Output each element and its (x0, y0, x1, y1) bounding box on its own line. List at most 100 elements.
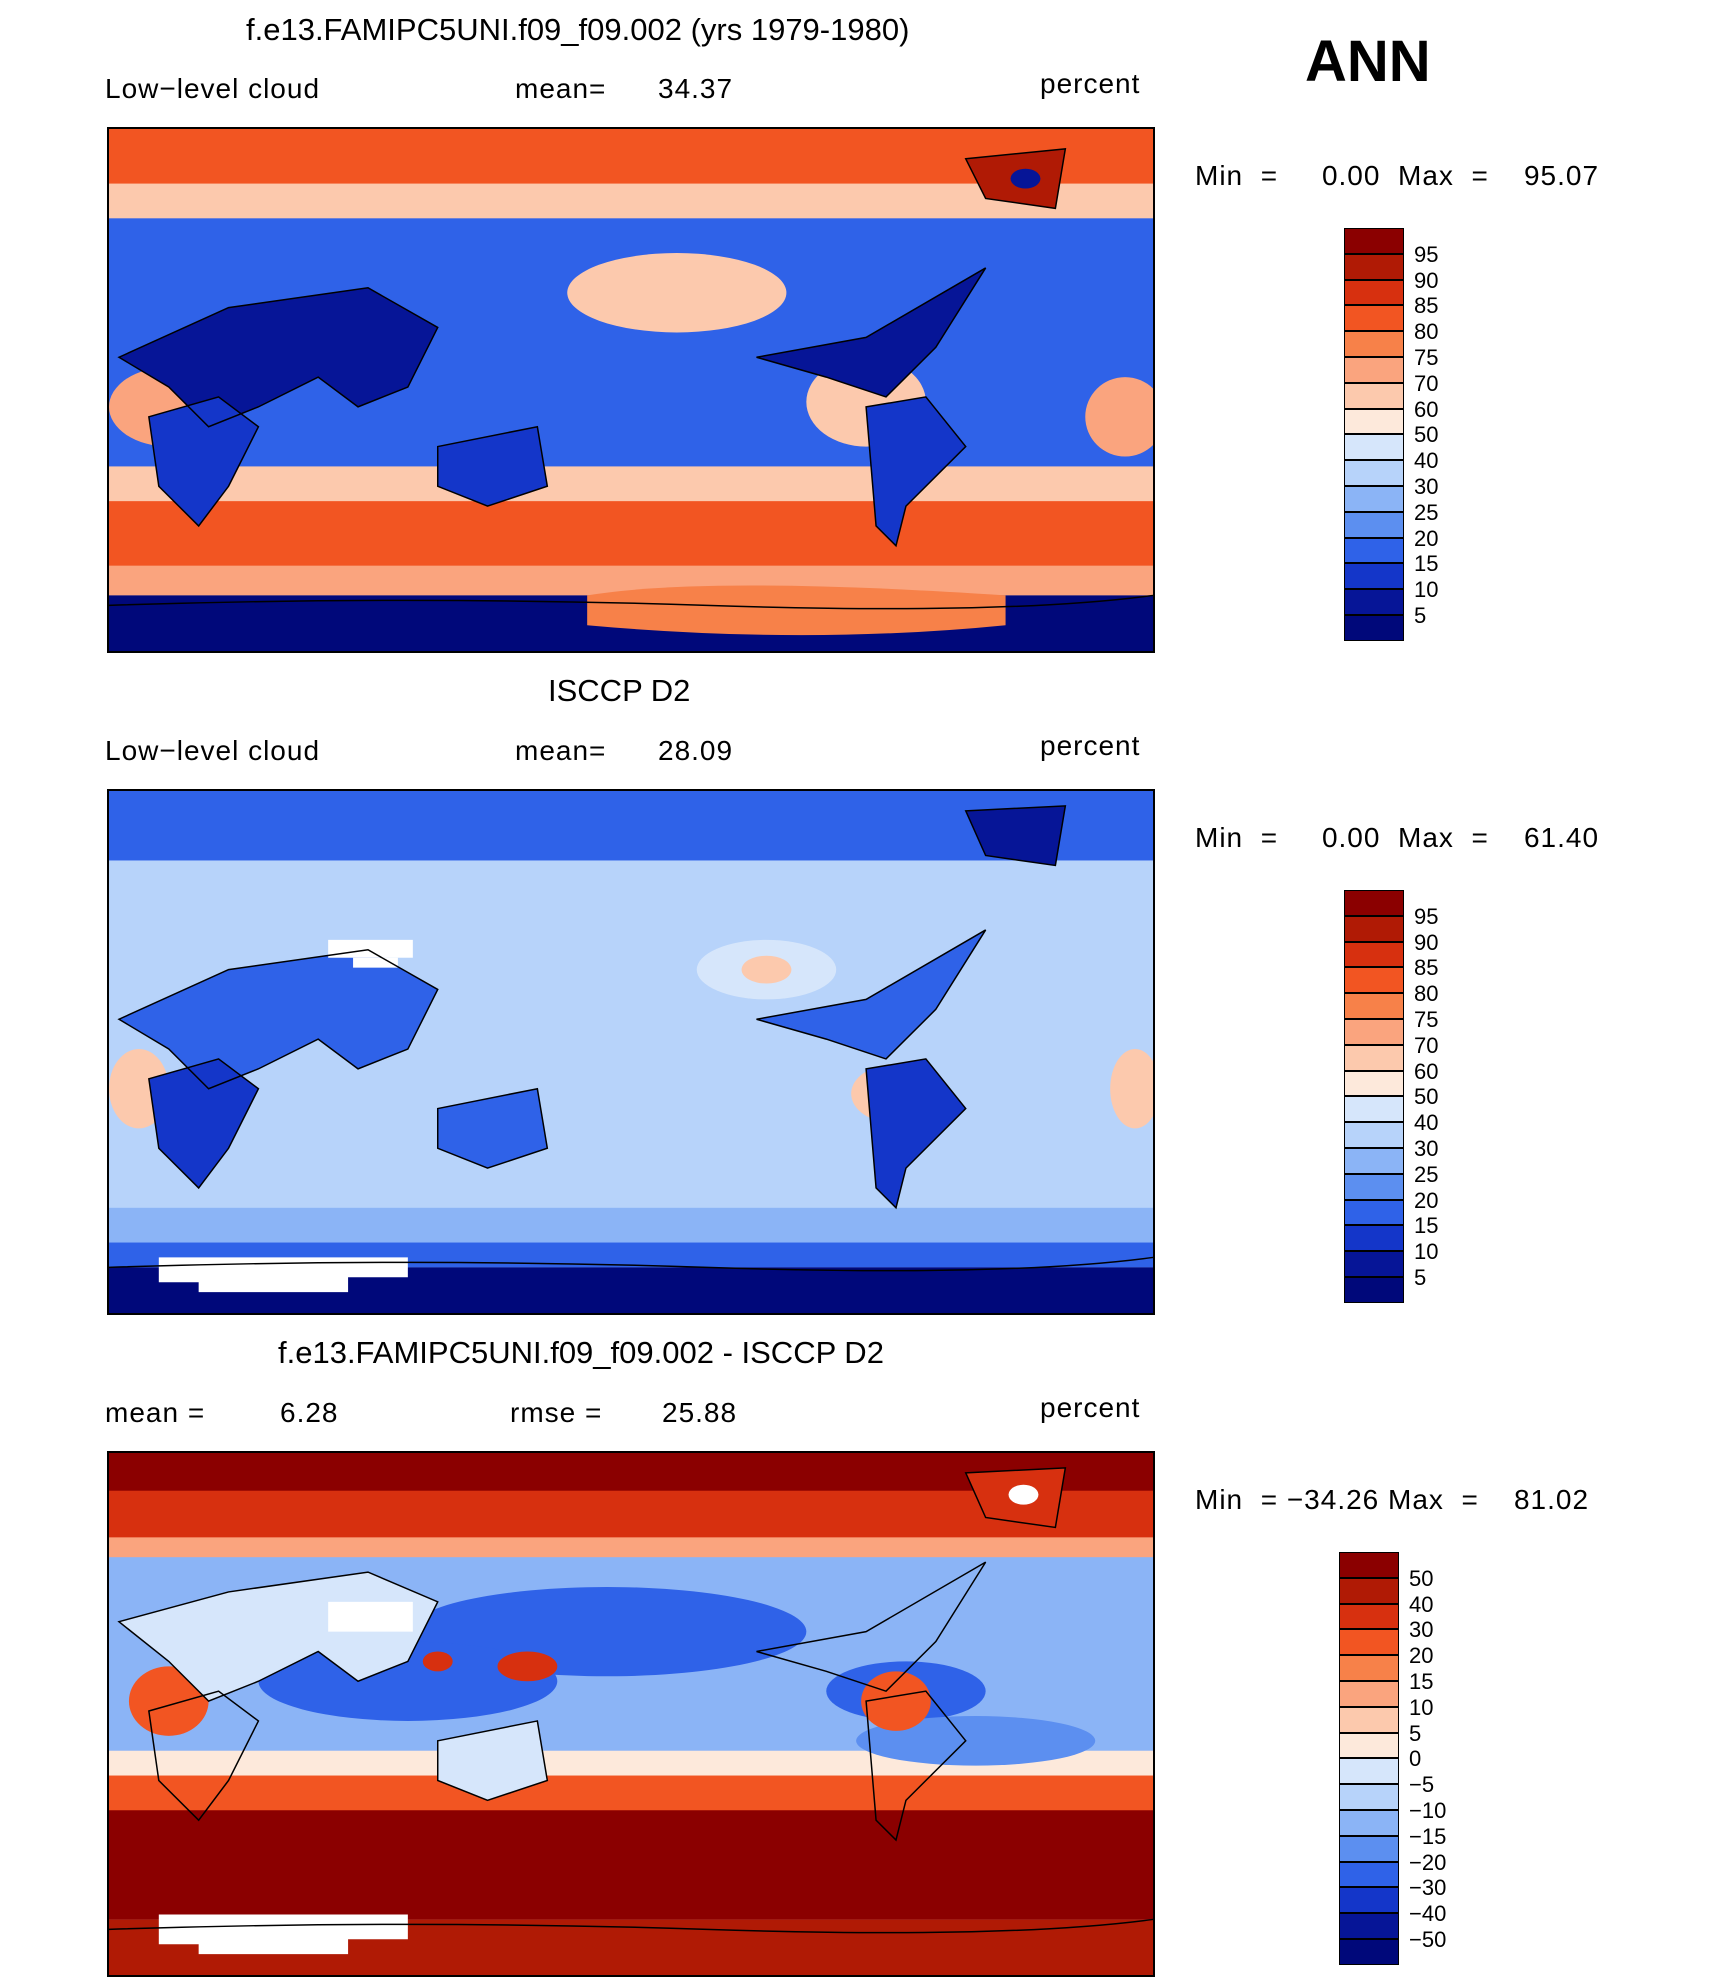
colorbar-swatch (1344, 967, 1404, 994)
rmse-label: rmse = (510, 1397, 603, 1428)
colorbar-swatch (1344, 1173, 1404, 1200)
colorbar: 95 90 85 80 75 70 60 50 40 30 25 20 15 10 5 (1344, 228, 1464, 641)
colorbar-swatch (1344, 279, 1404, 306)
season-label: ANN (1305, 29, 1431, 94)
colorbar-swatch (1339, 1732, 1399, 1759)
rmse-value: 25.88 (662, 1397, 738, 1428)
min-label: Min = −34.26 Max = 81.02 (1195, 1484, 1590, 1515)
mean-value: 28.09 (658, 735, 734, 766)
colorbar-tick-label: 50 (1414, 422, 1439, 448)
units-label: percent (1040, 730, 1141, 761)
colorbar-tick-label: 95 (1414, 241, 1439, 267)
colorbar-swatch (1344, 1122, 1404, 1148)
colorbar: 95 90 85 80 75 70 60 50 40 30 25 20 15 10 5 (1344, 890, 1464, 1303)
colorbar-swatch (1344, 460, 1404, 486)
min-label: Min = 0.00 Max = 61.40 (1195, 822, 1600, 853)
panel-title: f.e13.FAMIPC5UNI.f09_f09.002 - ISCCP D2 (278, 1335, 884, 1370)
panel-title: f.e13.FAMIPC5UNI.f09_f09.002 (yrs 1979-1… (246, 12, 910, 47)
colorbar-swatch (1344, 941, 1404, 968)
colorbar-tick-label: 15 (1414, 551, 1439, 577)
min-label: Min = 0.00 Max = 95.07 (1195, 160, 1600, 191)
colorbar-tick-label: 40 (1414, 1110, 1439, 1136)
colorbar-swatch (1344, 434, 1404, 461)
units-label: percent (1040, 68, 1141, 99)
variable-label: Low−level cloud (105, 73, 321, 104)
units-label: percent (1040, 1392, 1141, 1423)
colorbar-swatch (1344, 563, 1404, 590)
colorbar-tick-label: 25 (1414, 499, 1439, 525)
colorbar-tick-label: −15 (1409, 1823, 1447, 1849)
colorbar-swatch (1339, 1629, 1399, 1656)
colorbar-tick-label: 30 (1414, 474, 1439, 499)
colorbar-tick-label: 0 (1409, 1746, 1422, 1772)
colorbar: 50 40 30 20 15 10 5 0 −5 −10 −15 −20 −30 −40 −50 (1339, 1552, 1459, 1965)
colorbar-swatch (1339, 1681, 1399, 1707)
colorbar-tick-label: −5 (1409, 1772, 1435, 1798)
colorbar-tick-label: 30 (1414, 1136, 1439, 1161)
mean-label: mean= (515, 735, 607, 766)
colorbar-swatch (1339, 1939, 1399, 1965)
colorbar-swatch (1344, 1148, 1404, 1174)
colorbar-tick-label: 95 (1414, 903, 1439, 929)
max-value: 81.02 (1513, 1484, 1590, 1515)
colorbar-swatch (1344, 1277, 1404, 1303)
colorbar-swatch (1344, 589, 1404, 615)
colorbar-swatch (1344, 357, 1404, 383)
colorbar-swatch (1339, 1784, 1399, 1810)
colorbar-swatch (1344, 305, 1404, 332)
colorbar-swatch (1339, 1887, 1399, 1914)
mean-value: 6.28 (280, 1397, 339, 1428)
colorbar-tick-label: 85 (1414, 955, 1439, 981)
colorbar-swatch (1344, 331, 1404, 357)
colorbar-swatch (1344, 1199, 1404, 1226)
colorbar-tick-label: 75 (1414, 345, 1439, 370)
panel-title: ISCCP D2 (548, 673, 691, 708)
mean-label: mean = (105, 1397, 206, 1428)
colorbar-tick-label: 75 (1414, 1007, 1439, 1032)
colorbar-swatch (1339, 1655, 1399, 1681)
colorbar-swatch (1339, 1577, 1399, 1604)
colorbar-tick-label: −20 (1409, 1849, 1447, 1875)
colorbar-tick-label: 25 (1414, 1161, 1439, 1187)
colorbar-tick-label: 30 (1409, 1617, 1434, 1643)
colorbar-tick-label: 60 (1414, 1058, 1439, 1084)
colorbar-swatch (1344, 1044, 1404, 1071)
colorbar-tick-label: 20 (1414, 525, 1439, 551)
colorbar-tick-label: 70 (1414, 1032, 1439, 1058)
colorbar-tick-label: 10 (1414, 1239, 1439, 1265)
world-map (109, 791, 1153, 1313)
colorbar-tick-label: −30 (1409, 1875, 1447, 1901)
colorbar-swatch (1344, 1225, 1404, 1252)
colorbar-tick-label: 20 (1409, 1643, 1434, 1669)
colorbar-swatch (1339, 1603, 1399, 1630)
min-value: −34.26 (1286, 1484, 1380, 1515)
colorbar-swatch (1339, 1810, 1399, 1836)
colorbar-tick-label: −10 (1409, 1798, 1447, 1823)
colorbar-swatch (1344, 1019, 1404, 1045)
colorbar-tick-label: 80 (1414, 981, 1439, 1007)
colorbar-tick-label: 70 (1414, 370, 1439, 396)
colorbar-tick-label: 5 (1414, 1265, 1427, 1290)
colorbar-tick-label: 90 (1414, 267, 1439, 293)
colorbar-swatch (1339, 1706, 1399, 1733)
mean-value: 34.37 (658, 73, 734, 104)
world-map (109, 129, 1153, 651)
min-value: 0.00 (1321, 822, 1381, 853)
colorbar-tick-label: 60 (1414, 396, 1439, 422)
colorbar-tick-label: 80 (1414, 319, 1439, 345)
colorbar-tick-label: 20 (1414, 1187, 1439, 1213)
colorbar-swatch (1344, 1096, 1404, 1123)
colorbar-tick-label: 40 (1414, 448, 1439, 474)
colorbar-swatch (1344, 486, 1404, 512)
colorbar-swatch (1344, 993, 1404, 1019)
colorbar-swatch (1344, 1070, 1404, 1097)
max-value: 61.40 (1523, 822, 1600, 853)
colorbar-tick-label: −50 (1409, 1927, 1447, 1952)
map-panel (107, 789, 1155, 1315)
colorbar-tick-label: 10 (1409, 1694, 1434, 1720)
colorbar-swatch (1344, 537, 1404, 564)
colorbar-swatch (1344, 915, 1404, 942)
max-value: 95.07 (1523, 160, 1600, 191)
colorbar-swatch (1339, 1913, 1399, 1939)
map-panel (107, 127, 1155, 653)
